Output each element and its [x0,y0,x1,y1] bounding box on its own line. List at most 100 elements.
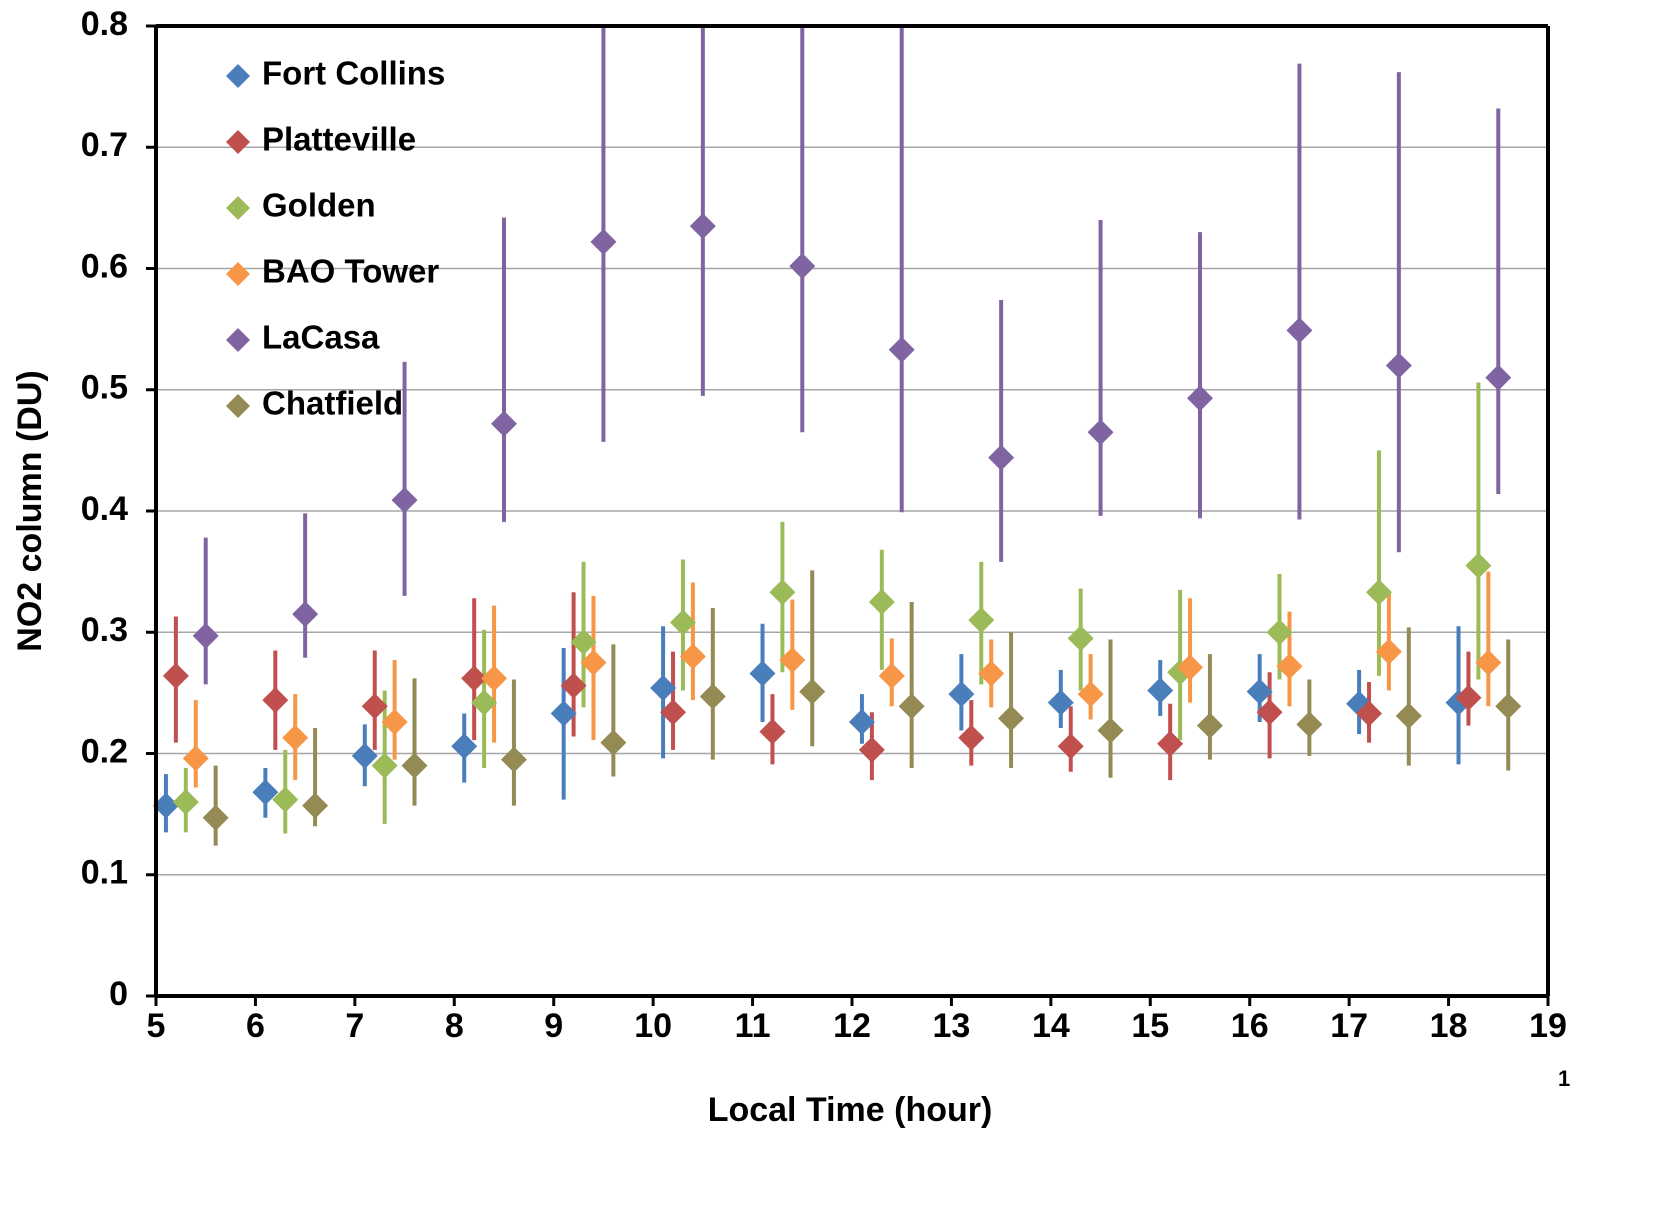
marker [769,579,796,606]
marker [1365,579,1392,606]
marker [1485,364,1512,391]
marker [1455,684,1482,711]
marker [1286,317,1313,344]
x-tick-label: 6 [246,1007,265,1045]
legend-marker [226,64,250,88]
marker [1356,700,1383,727]
marker [361,693,388,720]
marker [1395,702,1422,729]
marker [1177,654,1204,681]
marker [1077,681,1104,708]
marker [491,410,517,437]
x-tick-label: 9 [544,1007,563,1045]
y-tick-label: 0.1 [81,854,128,892]
marker [1057,733,1084,760]
legend-label: Golden [262,187,376,224]
marker [858,736,885,763]
marker [1475,649,1502,676]
marker [600,729,627,756]
marker [669,609,696,636]
y-tick-label: 0.3 [81,611,128,649]
x-tick-label: 11 [735,1007,771,1045]
marker [182,745,209,772]
marker [1465,552,1492,579]
x-tick-label: 13 [933,1007,971,1045]
marker [779,647,806,674]
marker [948,681,975,708]
x-tick-label: 15 [1131,1007,1169,1045]
marker [391,487,418,514]
marker [888,336,915,363]
marker [689,213,716,240]
marker [481,665,508,692]
marker [1097,717,1124,744]
marker [679,643,706,670]
marker [172,789,199,815]
marker [1187,385,1213,412]
marker [878,662,905,689]
marker [1276,653,1303,680]
marker [650,675,677,702]
marker [371,752,398,779]
marker [1087,419,1114,446]
marker [1246,678,1273,705]
marker [262,687,289,714]
marker [998,705,1025,732]
y-tick-label: 0.2 [81,732,128,770]
marker [1296,711,1323,738]
marker [351,742,378,769]
marker [1256,699,1283,726]
y-tick-label: 0 [109,975,128,1013]
marker [272,786,299,813]
legend-label: BAO Tower [262,253,439,290]
marker [1047,689,1074,716]
marker [461,665,488,692]
marker [988,444,1015,471]
marker [1067,625,1094,652]
y-axis-title: NO2 column (DU) [11,370,49,651]
marker [898,693,925,720]
marker [500,746,527,773]
marker [202,804,229,831]
marker [550,700,577,727]
marker [162,662,189,689]
marker [868,588,895,615]
marker [660,699,687,726]
x-tick-label: 10 [634,1007,672,1045]
marker [848,708,875,735]
x-tick-label: 14 [1032,1007,1070,1045]
legend-marker [226,328,250,352]
legend-marker [226,130,250,154]
marker [789,253,816,280]
x-tick-label: 17 [1330,1007,1368,1045]
y-tick-label: 0.4 [81,490,128,528]
marker [759,718,786,745]
marker [699,683,726,710]
x-tick-label: 12 [833,1007,871,1045]
y-tick-label: 0.5 [81,369,128,407]
marker [590,228,617,255]
legend-label: LaCasa [262,319,380,356]
marker [1196,712,1223,739]
marker [1266,619,1293,646]
y-tick-label: 0.8 [81,5,128,43]
marker [1495,693,1522,720]
marker [1375,638,1402,665]
legend-marker [226,196,250,220]
y-tick-label: 0.6 [81,247,128,285]
legend-label: Chatfield [262,385,403,422]
marker [560,672,587,699]
legend-marker [226,394,250,418]
legend-marker [226,262,250,286]
marker [192,622,219,649]
marker [749,660,776,687]
marker [451,733,478,760]
legend-label: Platteville [262,121,416,158]
marker [152,792,179,819]
marker [282,724,309,751]
marker [471,689,498,716]
marker [1385,352,1412,379]
x-tick-label: 18 [1430,1007,1468,1045]
